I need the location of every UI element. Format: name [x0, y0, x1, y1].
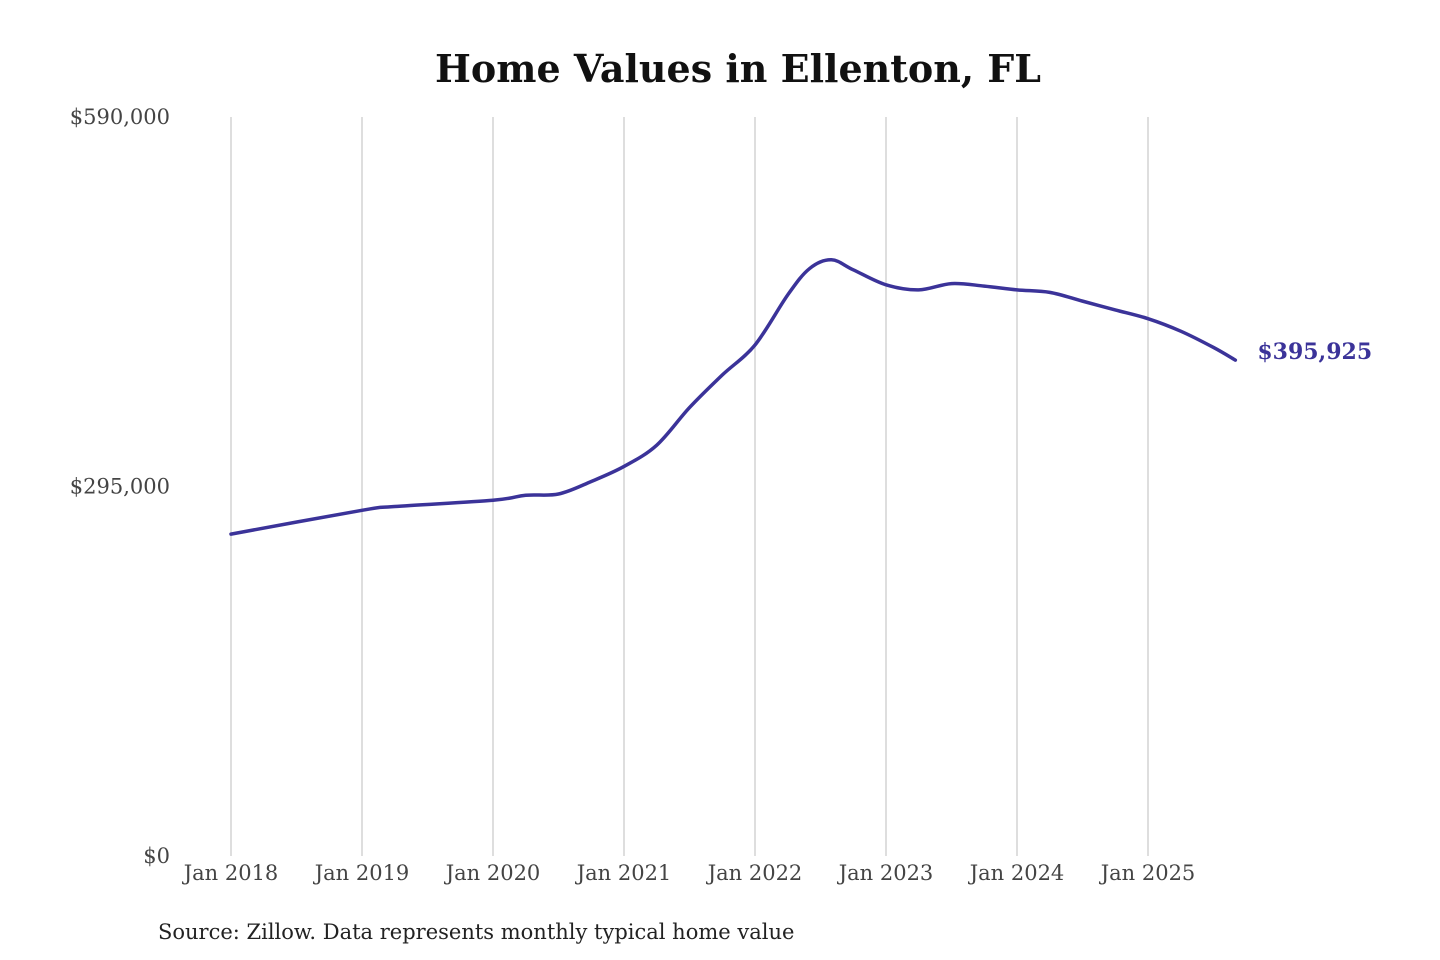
chart-title: Home Values in Ellenton, FL [435, 46, 1041, 91]
x-tick-label: Jan 2021 [575, 861, 672, 885]
series-line [229, 258, 1238, 536]
x-tick-label: Jan 2018 [182, 861, 279, 885]
source-note: Source: Zillow. Data represents monthly … [158, 920, 794, 944]
y-tick-label: $590,000 [70, 105, 170, 129]
x-tick-label: Jan 2023 [837, 861, 934, 885]
x-tick-label: Jan 2019 [313, 861, 410, 885]
end-value-label: $395,925 [1257, 339, 1372, 365]
x-tick-label: Jan 2025 [1099, 861, 1196, 885]
y-tick-label: $0 [143, 844, 170, 868]
x-tick-label: Jan 2024 [968, 861, 1065, 885]
x-tick-label: Jan 2020 [444, 861, 541, 885]
y-tick-label: $295,000 [70, 475, 170, 499]
x-tick-label: Jan 2022 [706, 861, 803, 885]
